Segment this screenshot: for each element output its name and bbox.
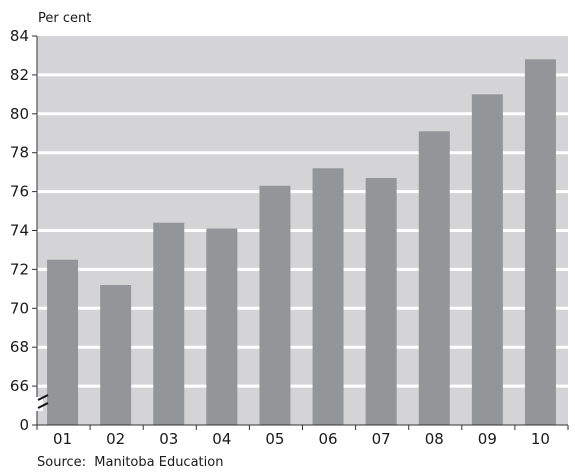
bar — [100, 284, 132, 425]
bar — [47, 259, 79, 425]
y-tick-label: 68 — [10, 338, 29, 356]
y-tick-label: 70 — [10, 299, 29, 317]
x-tick-label: 07 — [372, 430, 391, 448]
x-tick-label: 10 — [531, 430, 550, 448]
y-tick-label: 80 — [10, 105, 29, 123]
x-tick-label: 04 — [212, 430, 231, 448]
bar — [312, 168, 344, 425]
axis-break-stroke — [37, 394, 49, 401]
bar — [524, 59, 556, 426]
x-tick-label: 05 — [265, 430, 284, 448]
bar — [259, 185, 291, 425]
x-tick-label: 06 — [319, 430, 338, 448]
bar — [471, 94, 503, 425]
y-axis-unit-label: Per cent — [38, 11, 91, 26]
y-tick-label: 72 — [10, 260, 29, 278]
x-tick-labels: 01 02 03 04 05 06 07 08 09 10 — [53, 430, 550, 448]
y-tick-label: 82 — [10, 66, 29, 84]
axis-break-icon — [31, 394, 49, 411]
y-tick-label: 76 — [10, 183, 29, 201]
bar — [418, 131, 450, 425]
x-tick-label: 03 — [159, 430, 178, 448]
axes — [32, 35, 569, 430]
y-tick-labels: 66 68 70 72 74 76 78 80 82 84 0 — [10, 27, 29, 434]
bar — [365, 177, 397, 425]
x-tick-label: 09 — [478, 430, 497, 448]
x-tick-label: 02 — [106, 430, 125, 448]
bars — [47, 59, 556, 426]
y-tick-label: 0 — [19, 416, 29, 434]
bar — [153, 222, 185, 425]
x-tick-label: 08 — [425, 430, 444, 448]
source-note: Source: Manitoba Education — [37, 455, 224, 470]
y-tick-label: 84 — [10, 27, 29, 45]
x-tick-label: 01 — [53, 430, 72, 448]
y-tick-label: 74 — [10, 222, 29, 240]
bar — [206, 228, 238, 425]
y-tick-label: 78 — [10, 144, 29, 162]
axis-break-stroke — [37, 402, 49, 409]
y-tick-label: 66 — [10, 377, 29, 395]
